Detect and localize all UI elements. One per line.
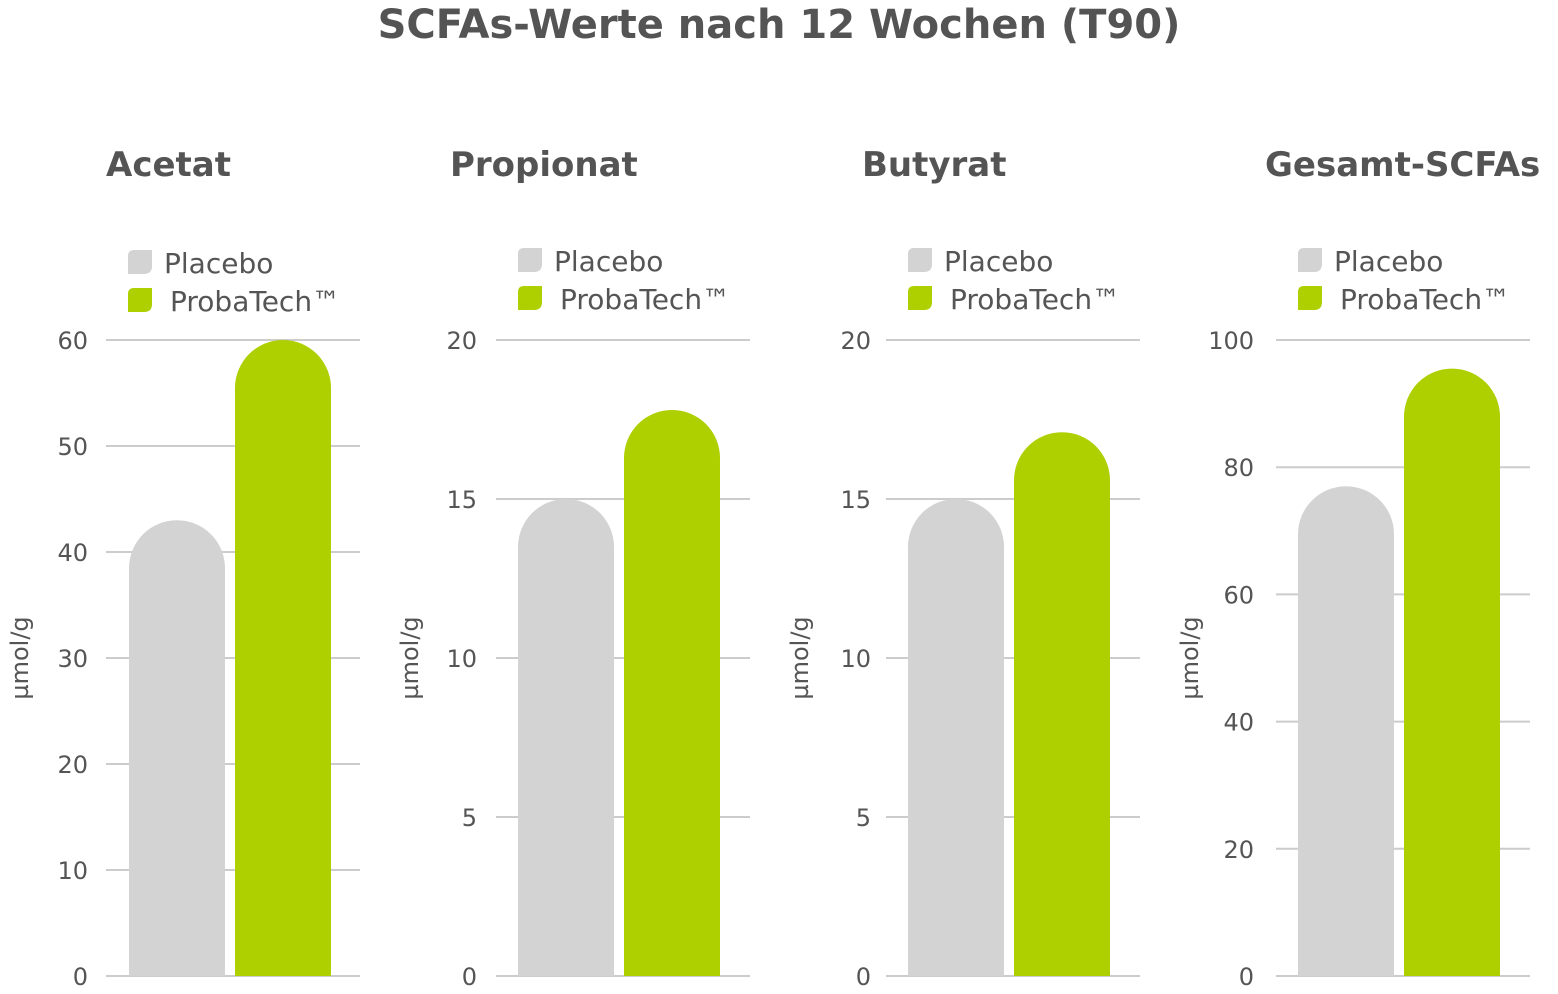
y-axis-label: µmol/g xyxy=(1176,616,1204,699)
y-tick-label: 20 xyxy=(57,751,88,779)
legend-label: ProbaTech™ xyxy=(950,283,1120,316)
panel-title: Propionat xyxy=(450,145,638,185)
legend-marker xyxy=(128,288,152,312)
y-tick-label: 60 xyxy=(1223,581,1254,609)
chart-panel-0: Acetat Placebo ProbaTech™ 0 10 20 30 40 50 60 µmol… xyxy=(6,145,360,991)
y-tick-label: 0 xyxy=(462,963,477,991)
panel-title: Acetat xyxy=(106,145,231,185)
chart-panel-2: Butyrat Placebo ProbaTech™ 0 5 10 15 20 µmol/g xyxy=(786,145,1140,991)
chart-panel-3: Gesamt-SCFAs Placebo ProbaTech™ 0 20 40 60 80 10… xyxy=(1176,145,1540,991)
y-tick-label: 20 xyxy=(446,327,477,355)
y-tick-label: 10 xyxy=(446,645,477,673)
y-tick-label: 0 xyxy=(1239,963,1254,991)
bar-placebo xyxy=(129,520,225,976)
bar-placebo xyxy=(1298,486,1394,976)
y-tick-label: 100 xyxy=(1208,327,1254,355)
chart-title: SCFAs-Werte nach 12 Wochen (T90) xyxy=(377,2,1181,48)
legend-label: Placebo xyxy=(1334,245,1443,278)
y-tick-label: 5 xyxy=(856,804,871,832)
legend-label: ProbaTech™ xyxy=(1340,283,1510,316)
y-axis-label: µmol/g xyxy=(6,616,34,699)
y-tick-label: 15 xyxy=(840,486,871,514)
legend-marker xyxy=(1298,248,1322,272)
legend-marker xyxy=(518,286,542,310)
y-tick-label: 0 xyxy=(856,963,871,991)
y-tick-label: 60 xyxy=(57,327,88,355)
y-tick-label: 30 xyxy=(57,645,88,673)
legend-marker xyxy=(1298,286,1322,310)
bar-probatech xyxy=(235,340,331,976)
legend-marker xyxy=(908,248,932,272)
bar-placebo xyxy=(908,499,1004,976)
y-axis-label: µmol/g xyxy=(396,616,424,699)
bar-probatech xyxy=(624,409,720,976)
y-tick-label: 5 xyxy=(462,804,477,832)
legend-label: Placebo xyxy=(164,247,273,280)
bar-probatech xyxy=(1404,368,1500,976)
bar-placebo xyxy=(518,499,614,976)
y-tick-label: 10 xyxy=(840,645,871,673)
panel-title: Gesamt-SCFAs xyxy=(1265,145,1540,185)
y-tick-label: 40 xyxy=(57,539,88,567)
chart-panel-1: Propionat Placebo ProbaTech™ 0 5 10 15 20 µmol/g xyxy=(396,145,750,991)
y-axis-label: µmol/g xyxy=(786,616,814,699)
y-tick-label: 20 xyxy=(1223,836,1254,864)
legend-label: ProbaTech™ xyxy=(170,285,340,318)
y-tick-label: 20 xyxy=(840,327,871,355)
legend-label: ProbaTech™ xyxy=(560,283,730,316)
legend-marker xyxy=(908,286,932,310)
legend-label: Placebo xyxy=(554,245,663,278)
bar-probatech xyxy=(1014,432,1110,977)
legend-marker xyxy=(518,248,542,272)
y-tick-label: 0 xyxy=(73,963,88,991)
legend-marker xyxy=(128,250,152,274)
legend-label: Placebo xyxy=(944,245,1053,278)
y-tick-label: 10 xyxy=(57,857,88,885)
y-tick-label: 80 xyxy=(1223,454,1254,482)
y-tick-label: 15 xyxy=(446,486,477,514)
y-tick-label: 40 xyxy=(1223,709,1254,737)
panel-title: Butyrat xyxy=(862,145,1007,185)
y-tick-label: 50 xyxy=(57,433,88,461)
